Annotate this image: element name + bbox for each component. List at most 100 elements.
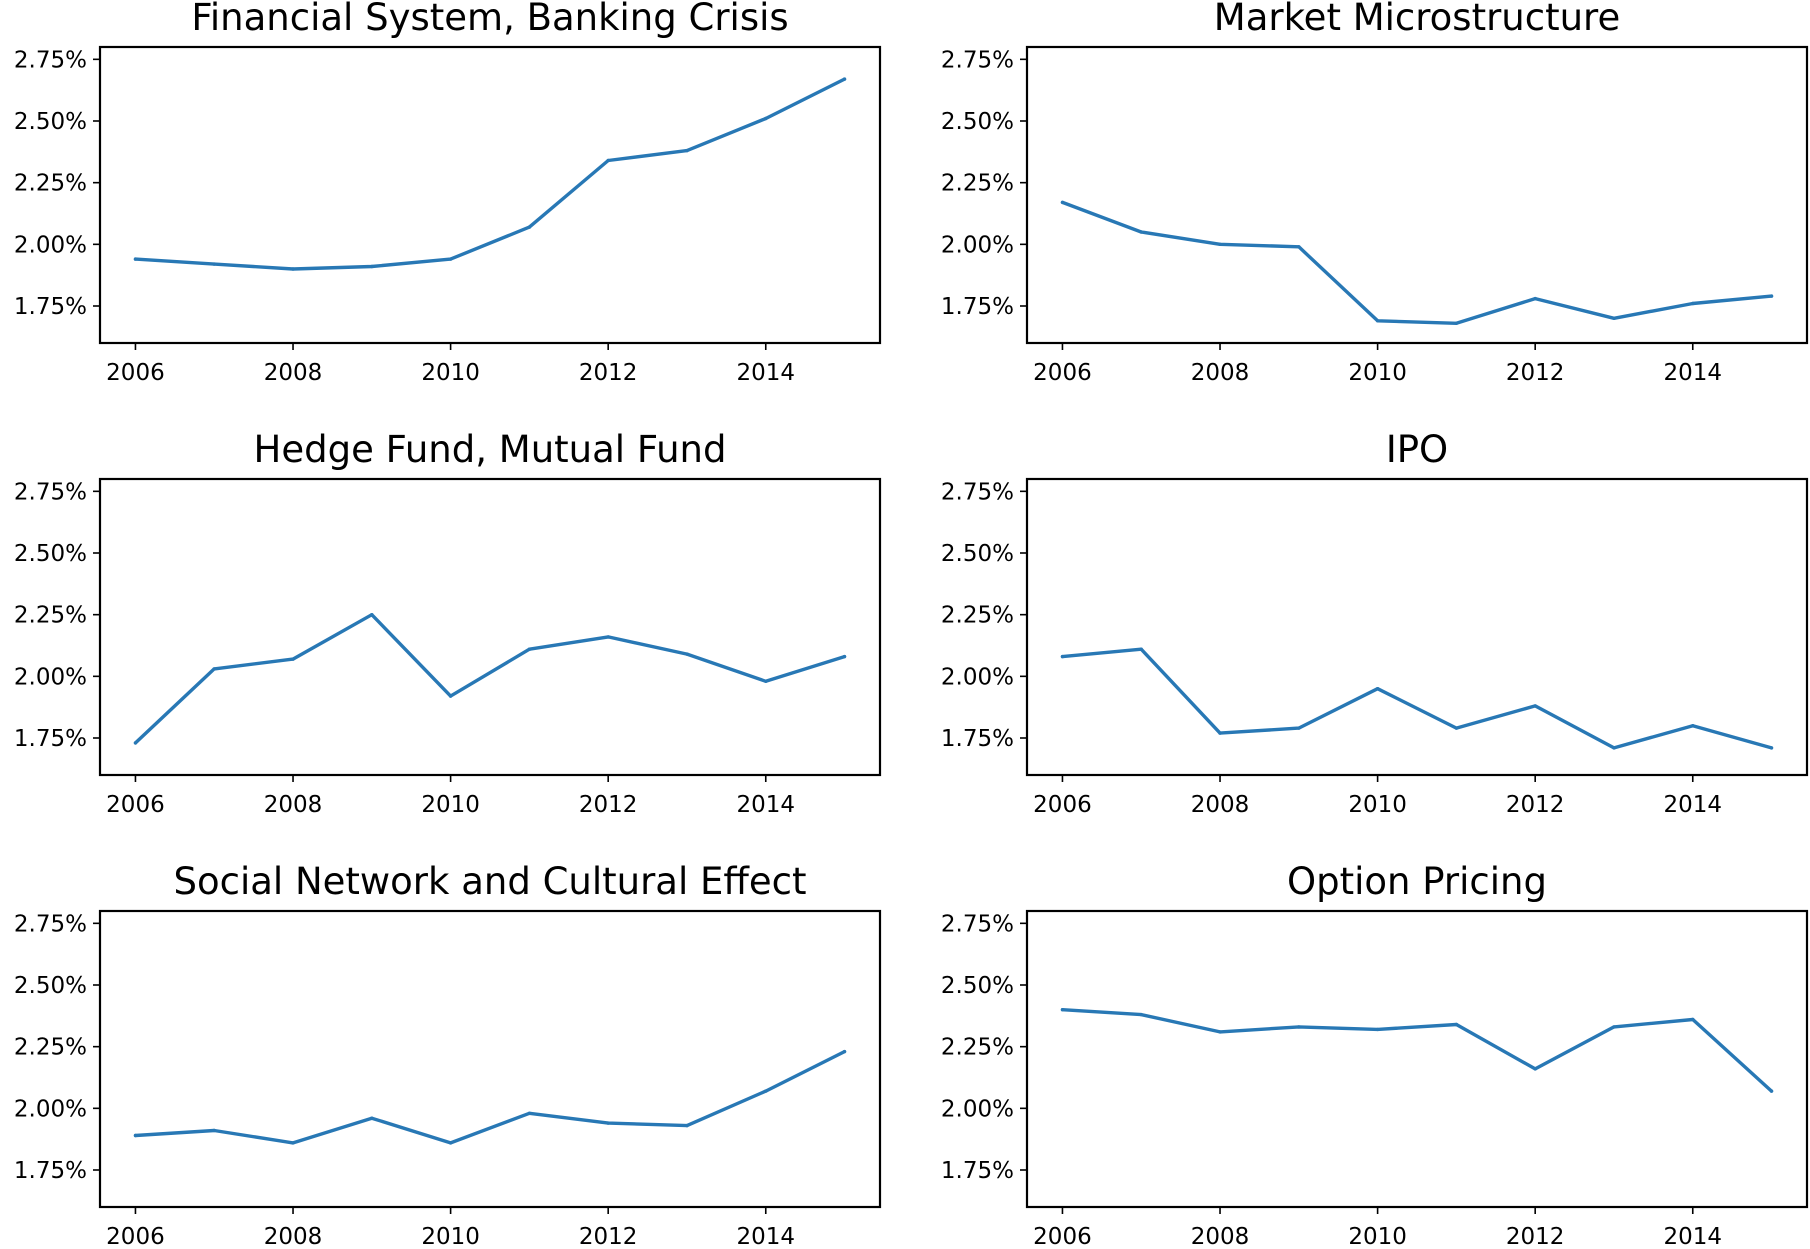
data-point <box>1454 321 1459 325</box>
data-point <box>1612 746 1616 750</box>
data-point <box>1375 1027 1380 1032</box>
y-tick-label: 1.75% <box>941 1158 1014 1184</box>
plot-frame <box>1025 909 1809 1209</box>
plot-frame <box>1025 45 1809 345</box>
y-tick-label: 2.00% <box>941 1096 1014 1122</box>
chart-title: Hedge Fund, Mutual Fund <box>254 428 727 471</box>
data-point <box>1218 1030 1222 1034</box>
data-point <box>1218 731 1222 735</box>
data-point <box>685 652 689 656</box>
series-line <box>133 613 847 745</box>
data-point <box>1533 704 1537 708</box>
series-line <box>1060 1008 1774 1093</box>
data-point <box>1454 726 1459 730</box>
data-point <box>1454 1022 1459 1027</box>
x-tick-label: 2014 <box>1663 1224 1722 1249</box>
data-point <box>1612 1025 1616 1029</box>
y-tick-label: 1.75% <box>14 1158 87 1184</box>
data-point <box>1375 687 1380 691</box>
data-point <box>685 1123 689 1128</box>
x-tick-label: 2006 <box>1033 360 1092 386</box>
x-tick-label: 2010 <box>1348 1224 1407 1249</box>
x-tick-label: 2006 <box>106 1224 165 1249</box>
data-point <box>842 1049 847 1054</box>
data-point <box>448 257 453 261</box>
data-point <box>606 1121 610 1125</box>
y-tick-label: 2.75% <box>14 47 87 73</box>
x-tick-label: 2010 <box>1348 360 1407 386</box>
y-tick-label: 2.00% <box>14 1096 87 1122</box>
y-tick-label: 2.50% <box>14 973 87 999</box>
data-point <box>1375 319 1380 323</box>
data-point <box>133 1133 138 1138</box>
chart-panel-2: Market Microstructure 1.75% 2.00% 2.25% 2.50… <box>941 0 1809 386</box>
plot-frame <box>98 45 882 345</box>
x-tick-label: 2008 <box>1191 1224 1250 1249</box>
x-tick-label: 2014 <box>736 1224 795 1249</box>
data-point <box>1769 1089 1774 1093</box>
data-point <box>1691 301 1695 306</box>
y-tick-label: 2.50% <box>14 541 87 567</box>
x-tick-label: 2012 <box>579 1224 638 1249</box>
x-tick-label: 2014 <box>1663 360 1722 386</box>
data-point <box>527 647 532 651</box>
y-tick-label: 1.75% <box>14 294 87 320</box>
data-point <box>842 654 847 659</box>
data-point <box>1060 200 1065 205</box>
data-point <box>291 657 295 661</box>
y-tick-label: 2.50% <box>941 541 1014 567</box>
data-point <box>370 1116 374 1120</box>
data-point <box>1691 724 1695 728</box>
data-point <box>212 262 216 266</box>
x-tick-label: 2006 <box>1033 1224 1092 1249</box>
chart-panel-5: Social Network and Cultural Effect 1.75% 2… <box>14 860 882 1249</box>
data-point <box>606 635 610 639</box>
data-point <box>1533 1067 1537 1071</box>
y-tick-label: 2.75% <box>941 479 1014 505</box>
data-point <box>291 267 295 271</box>
x-tick-label: 2010 <box>421 792 480 818</box>
data-point <box>1139 647 1143 651</box>
data-point <box>1691 1017 1695 1022</box>
x-tick-label: 2006 <box>1033 792 1092 818</box>
x-tick-label: 2014 <box>736 792 795 818</box>
y-tick-label: 1.75% <box>941 294 1014 320</box>
series-line <box>133 1049 847 1145</box>
chart-panel-3: Hedge Fund, Mutual Fund 1.75% 2.00% 2.25% 2.… <box>14 428 882 818</box>
data-point <box>133 257 138 261</box>
y-tick-label: 2.50% <box>941 973 1014 999</box>
plot-frame <box>98 477 882 777</box>
x-tick-label: 2008 <box>264 792 323 818</box>
chart-title: Financial System, Banking Crisis <box>191 0 788 39</box>
data-point <box>1297 1025 1301 1029</box>
chart-panel-4: IPO 1.75% 2.00% 2.25% 2.50% 2.75% 2006 2008 2010… <box>941 428 1809 818</box>
y-tick-label: 1.75% <box>941 726 1014 752</box>
data-point <box>1533 296 1537 301</box>
data-point <box>764 679 768 683</box>
y-tick-label: 2.25% <box>14 1035 87 1061</box>
data-point <box>527 225 532 229</box>
data-point <box>764 116 768 121</box>
data-point <box>212 667 216 671</box>
y-tick-label: 2.25% <box>941 171 1014 197</box>
data-point <box>1060 654 1065 659</box>
data-point <box>1297 245 1301 249</box>
data-point <box>764 1089 768 1093</box>
chart-title: Market Microstructure <box>1214 0 1620 39</box>
x-tick-label: 2008 <box>264 1224 323 1249</box>
data-point <box>1139 1012 1143 1017</box>
plot-frame <box>98 909 882 1209</box>
data-point <box>1297 726 1301 730</box>
chart-panel-6: Option Pricing 1.75% 2.00% 2.25% 2.50% 2.75% 2… <box>941 860 1809 1249</box>
x-tick-label: 2012 <box>1506 360 1565 386</box>
chart-title: IPO <box>1386 428 1448 471</box>
data-point <box>1769 294 1774 298</box>
data-point <box>133 741 138 745</box>
y-tick-label: 2.25% <box>941 1035 1014 1061</box>
x-tick-label: 2006 <box>106 360 165 386</box>
data-point <box>370 613 374 617</box>
data-point <box>685 148 689 153</box>
data-point <box>1218 242 1222 246</box>
data-point <box>370 264 374 269</box>
data-point <box>842 77 847 81</box>
